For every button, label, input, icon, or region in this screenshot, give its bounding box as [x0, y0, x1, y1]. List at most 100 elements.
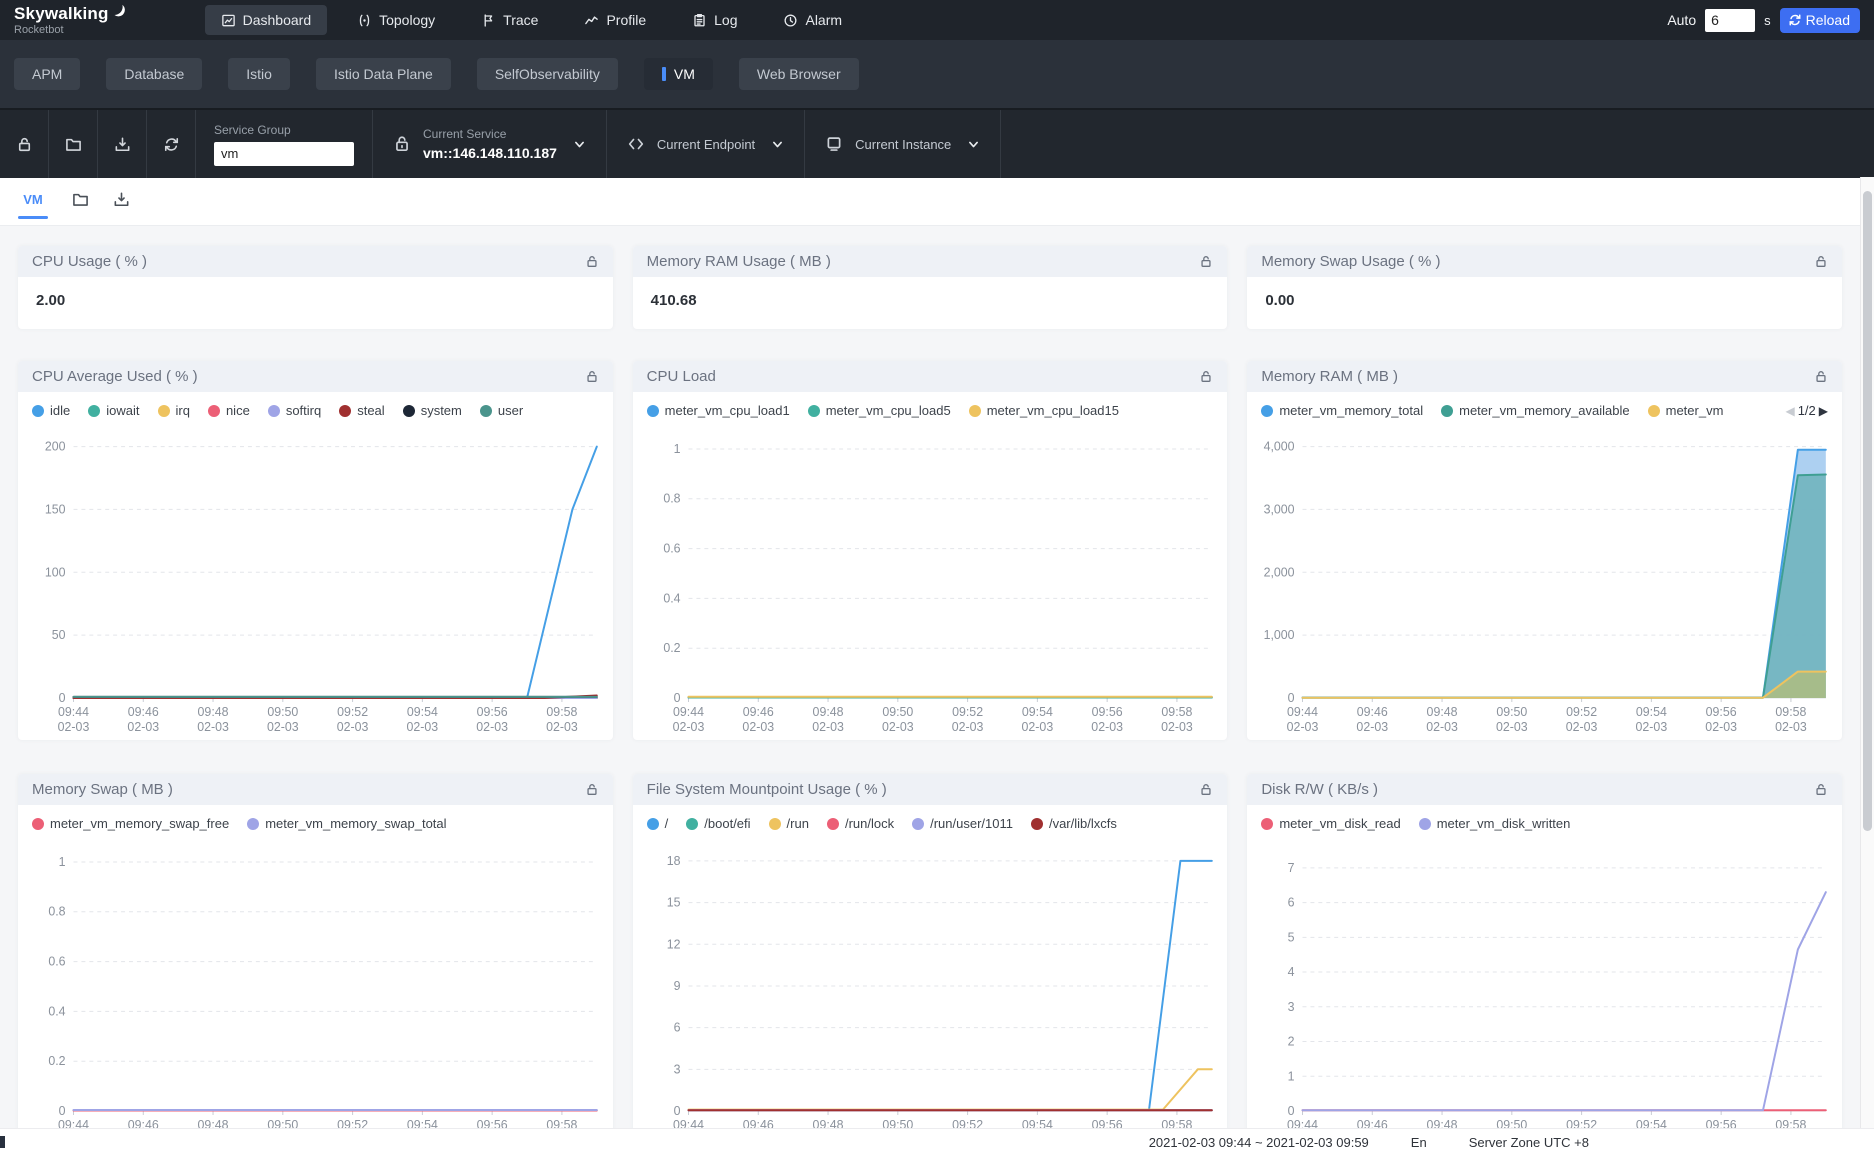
reload-button[interactable]: Reload: [1780, 8, 1860, 33]
legend-item[interactable]: meter_vm_cpu_load15: [969, 403, 1119, 418]
service-group-input[interactable]: [214, 142, 354, 166]
legend-item[interactable]: /run: [769, 816, 809, 831]
svg-text:09:44: 09:44: [58, 705, 89, 719]
metric-value: 0.00: [1247, 277, 1842, 329]
chart-legend: meter_vm_cpu_load1 meter_vm_cpu_load5 mete…: [633, 392, 1228, 420]
legend-item[interactable]: meter_vm_memory_swap_total: [247, 816, 446, 831]
svg-text:0: 0: [1288, 691, 1295, 705]
legend-item[interactable]: iowait: [88, 403, 139, 418]
chart-filesystem[interactable]: 181512963009:4402-0309:4602-0309:4802-03…: [633, 833, 1228, 1153]
legend-label: /run/user/1011: [930, 816, 1013, 831]
auto-unit-label: s: [1764, 13, 1771, 28]
current-endpoint-select[interactable]: Current Endpoint: [607, 110, 805, 178]
svg-text:0.2: 0.2: [663, 641, 680, 655]
dashboard-tab-istio[interactable]: Istio: [228, 58, 290, 90]
card-title: CPU Average Used ( % ): [32, 368, 198, 385]
legend-item[interactable]: meter_vm_disk_written: [1419, 816, 1571, 831]
lock-icon[interactable]: [0, 110, 49, 178]
chart-disk-rw[interactable]: 7654321009:4402-0309:4602-0309:4802-0309…: [1247, 833, 1842, 1153]
lock-icon[interactable]: [1814, 369, 1828, 384]
current-instance-select[interactable]: Current Instance: [805, 110, 1001, 178]
lock-icon[interactable]: [1199, 254, 1213, 269]
svg-text:2,000: 2,000: [1264, 565, 1295, 579]
legend-label: /run/lock: [845, 816, 894, 831]
database-icon: [393, 135, 411, 153]
chart-cpu-load[interactable]: 10.80.60.40.2009:4402-0309:4602-0309:480…: [633, 420, 1228, 740]
lock-icon[interactable]: [585, 369, 599, 384]
legend-item[interactable]: meter_vm: [1648, 403, 1724, 418]
legend-item[interactable]: softirq: [268, 403, 321, 418]
folder-icon[interactable]: [49, 110, 98, 178]
legend-label: meter_vm_cpu_load15: [987, 403, 1119, 418]
download-icon[interactable]: [113, 191, 130, 208]
svg-text:0: 0: [1288, 1104, 1295, 1118]
legend-item[interactable]: /: [647, 816, 669, 831]
legend-dot: [1261, 818, 1273, 830]
legend-item[interactable]: meter_vm_disk_read: [1261, 816, 1400, 831]
legend-dot: [686, 818, 698, 830]
legend-item[interactable]: meter_vm_memory_available: [1441, 403, 1630, 418]
dashboard-tab-apm[interactable]: APM: [14, 58, 80, 90]
legend-item[interactable]: meter_vm_memory_total: [1261, 403, 1423, 418]
lock-icon[interactable]: [585, 782, 599, 797]
server-zone: Server Zone UTC +8: [1469, 1135, 1589, 1150]
current-service-select[interactable]: Current Service vm::146.148.110.187: [373, 110, 607, 178]
pager-prev-icon[interactable]: ◀: [1785, 404, 1794, 418]
dashboard-tab-vm[interactable]: VM: [644, 58, 713, 90]
nav-item-log[interactable]: Log: [676, 5, 753, 35]
svg-text:02-03: 02-03: [1496, 720, 1528, 734]
chart-memory-swap[interactable]: 10.80.60.40.2009:4402-0309:4602-0309:480…: [18, 833, 613, 1153]
legend-label: idle: [50, 403, 70, 418]
download-icon[interactable]: [98, 110, 147, 178]
lock-icon[interactable]: [1814, 254, 1828, 269]
nav-item-profile[interactable]: Profile: [568, 5, 662, 35]
language-switch[interactable]: En: [1411, 1135, 1427, 1150]
folder-icon[interactable]: [72, 191, 89, 208]
svg-text:09:56: 09:56: [1706, 705, 1737, 719]
svg-text:200: 200: [45, 440, 66, 454]
legend-item[interactable]: /var/lib/lxcfs: [1031, 816, 1117, 831]
legend-dot: [403, 405, 415, 417]
lock-icon[interactable]: [1199, 369, 1213, 384]
pager-next-icon[interactable]: ▶: [1819, 404, 1828, 418]
legend-item[interactable]: /run/lock: [827, 816, 894, 831]
lock-icon[interactable]: [1199, 782, 1213, 797]
svg-text:2: 2: [1288, 1034, 1295, 1048]
legend-item[interactable]: /run/user/1011: [912, 816, 1013, 831]
legend-item[interactable]: idle: [32, 403, 70, 418]
legend-item[interactable]: irq: [158, 403, 190, 418]
nav-item-alarm[interactable]: Alarm: [767, 5, 858, 35]
svg-text:0.4: 0.4: [663, 591, 680, 605]
nav-item-trace[interactable]: Trace: [465, 5, 554, 35]
refresh-icon[interactable]: [147, 110, 196, 178]
chart-memory-ram[interactable]: 4,0003,0002,0001,000009:4402-0309:4602-0…: [1247, 420, 1842, 740]
nav-item-topology[interactable]: Topology: [341, 5, 451, 35]
lock-icon[interactable]: [1814, 782, 1828, 797]
dashboard-tab-label: Database: [124, 66, 184, 82]
legend-item[interactable]: user: [480, 403, 523, 418]
scrollbar-thumb[interactable]: [1863, 191, 1872, 831]
dashboard-tab-database[interactable]: Database: [106, 58, 202, 90]
dashboard-tab-web-browser[interactable]: Web Browser: [739, 58, 859, 90]
service-group-label: Service Group: [214, 123, 354, 137]
svg-text:09:50: 09:50: [882, 705, 913, 719]
dashboard-tab-istio-data-plane[interactable]: Istio Data Plane: [316, 58, 451, 90]
tab-vm[interactable]: VM: [18, 192, 48, 219]
code-icon: [627, 135, 645, 153]
nav-item-dashboard[interactable]: Dashboard: [205, 5, 328, 35]
legend-label: steal: [357, 403, 384, 418]
auto-interval-input[interactable]: [1705, 9, 1755, 32]
svg-text:02-03: 02-03: [1161, 720, 1193, 734]
svg-text:09:56: 09:56: [1091, 705, 1122, 719]
legend-item[interactable]: nice: [208, 403, 250, 418]
legend-item[interactable]: /boot/efi: [686, 816, 750, 831]
lock-icon[interactable]: [585, 254, 599, 269]
chart-cpu-average-used[interactable]: 20015010050009:4402-0309:4602-0309:4802-…: [18, 420, 613, 740]
legend-item[interactable]: steal: [339, 403, 384, 418]
legend-label: meter_vm_memory_available: [1459, 403, 1630, 418]
legend-item[interactable]: system: [403, 403, 462, 418]
legend-item[interactable]: meter_vm_cpu_load1: [647, 403, 790, 418]
dashboard-tab-selfobservability[interactable]: SelfObservability: [477, 58, 618, 90]
legend-item[interactable]: meter_vm_cpu_load5: [808, 403, 951, 418]
legend-item[interactable]: meter_vm_memory_swap_free: [32, 816, 229, 831]
